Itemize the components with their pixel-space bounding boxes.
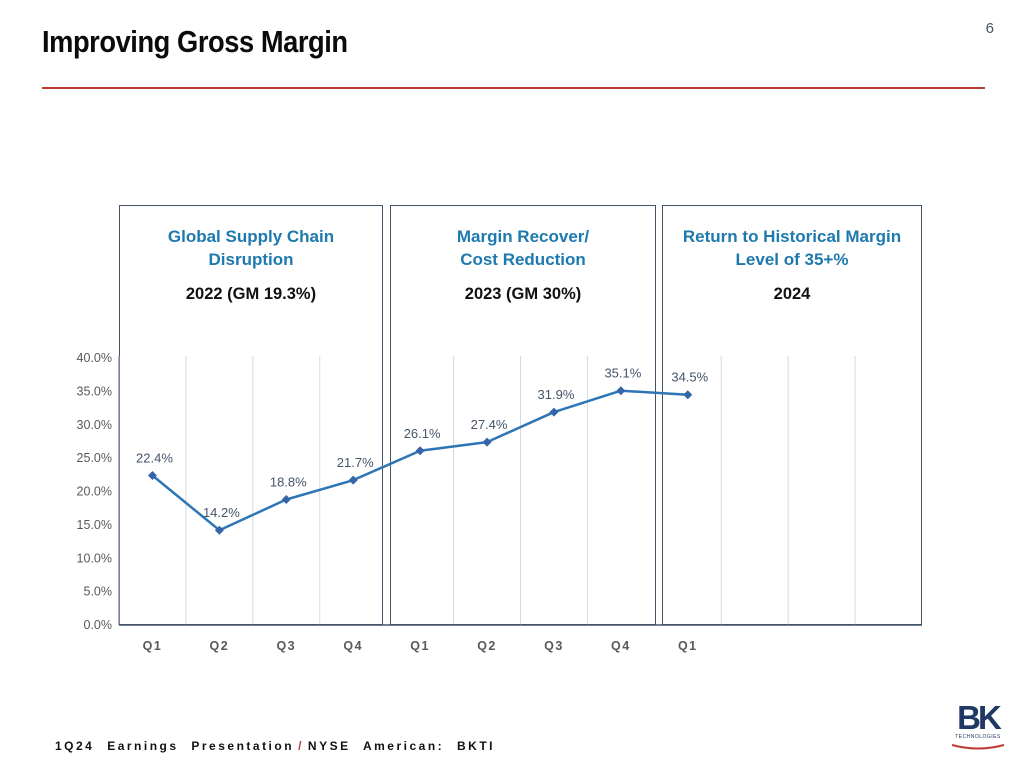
y-axis-tick-label: 0.0% (84, 618, 113, 632)
footer-caption: 1Q24 Earnings Presentation / NYSE American… (55, 739, 495, 753)
data-point-marker (683, 390, 693, 400)
panel-2024-heading-line2: Level of 35+% (735, 249, 849, 269)
x-axis-tick-label: Q2 (477, 639, 497, 653)
data-point-label: 18.8% (270, 475, 307, 490)
panel-2024-heading-line1: Return to Historical Margin (682, 227, 902, 246)
panel-2022-subheading: 2022 (GM 19.3%) (185, 284, 317, 303)
data-point-marker (415, 446, 425, 456)
logo-swoosh-icon (951, 744, 1005, 750)
panel-2022-heading: Global Supply Chain Disruption (120, 226, 382, 272)
footer-left: 1Q24 Earnings Presentation (55, 739, 295, 753)
panel-2023-heading-line2: Cost Reduction (460, 249, 586, 269)
data-point-marker (348, 475, 358, 485)
footer-slash: / (298, 739, 304, 753)
data-point-marker (549, 407, 559, 417)
data-point-label: 35.1% (604, 366, 641, 381)
y-axis-tick-label: 20.0% (77, 485, 112, 499)
x-axis-tick-label: Q2 (210, 639, 230, 653)
y-axis-tick-label: 35.0% (77, 384, 112, 398)
data-point-label: 26.1% (404, 426, 441, 441)
data-point-marker (281, 495, 291, 505)
x-axis-tick-label: Q1 (678, 639, 698, 653)
x-axis-tick-label: Q3 (544, 639, 564, 653)
data-point-label: 21.7% (337, 455, 374, 470)
y-axis-tick-label: 30.0% (77, 418, 112, 432)
x-axis-tick-label: Q4 (611, 639, 631, 653)
logo-subtext: TECHNOLOGIES (955, 734, 1001, 740)
y-axis-tick-label: 25.0% (77, 451, 112, 465)
data-point-marker (214, 525, 224, 535)
data-point-label: 14.2% (203, 505, 240, 520)
page-number: 6 (985, 20, 994, 37)
footer-right: NYSE American: BKTI (307, 739, 495, 753)
y-axis-tick-label: 40.0% (77, 351, 112, 365)
panel-2023-heading: Margin Recover/ Cost Reduction (391, 226, 655, 272)
y-axis-tick-label: 5.0% (84, 585, 113, 599)
x-axis-tick-label: Q4 (343, 639, 363, 653)
x-axis-tick-label: Q1 (143, 639, 163, 653)
data-point-label: 27.4% (471, 417, 508, 432)
logo-wordmark: BK (957, 699, 1002, 736)
panel-2023-subheading: 2023 (GM 30%) (464, 284, 582, 303)
data-point-marker (147, 470, 157, 480)
y-axis-tick-label: 15.0% (77, 518, 112, 532)
panel-2024-subheading: 2024 (773, 284, 811, 303)
page-title: Improving Gross Margin (42, 24, 348, 59)
x-axis-tick-label: Q3 (276, 639, 296, 653)
x-axis-tick-label: Q1 (410, 639, 430, 653)
data-point-label: 22.4% (136, 450, 173, 465)
panel-2022-heading-line1: Global Supply Chain (167, 227, 335, 246)
panel-2024-heading: Return to Historical Margin Level of 35+… (663, 226, 921, 272)
data-point-marker (482, 437, 492, 447)
y-axis-tick-label: 10.0% (77, 551, 112, 565)
data-point-label: 31.9% (538, 387, 575, 402)
data-point-label: 34.5% (671, 370, 708, 385)
bk-technologies-logo: BK TECHNOLOGIES (948, 701, 1008, 756)
title-divider (42, 87, 985, 89)
panel-2022-heading-line2: Disruption (208, 249, 294, 269)
panel-2023-heading-line1: Margin Recover/ (456, 227, 590, 246)
data-point-marker (616, 386, 626, 396)
